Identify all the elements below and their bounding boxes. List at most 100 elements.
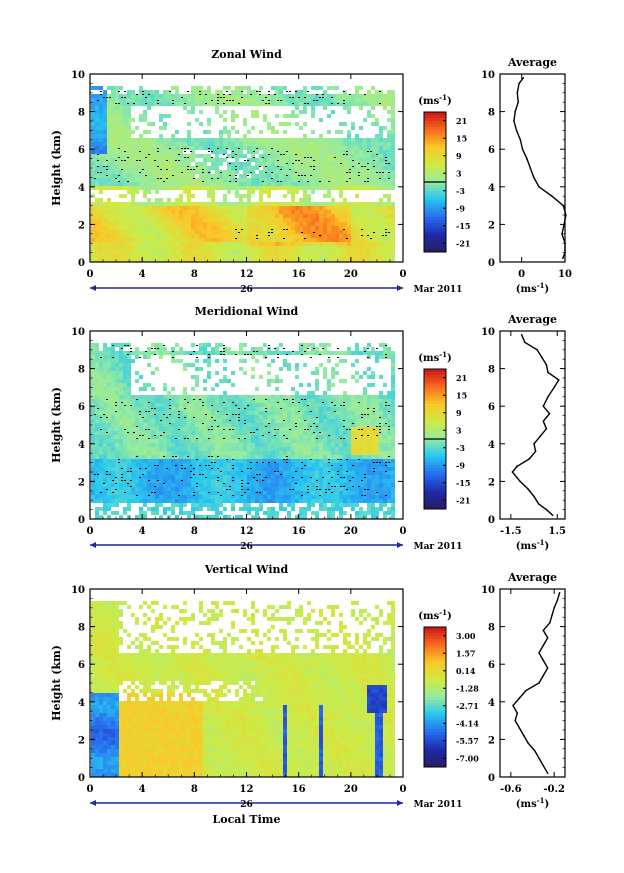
contour-dot — [304, 103, 306, 104]
heatmap-cell — [323, 242, 327, 246]
heatmap-cell — [135, 515, 139, 519]
heatmap-cell — [311, 238, 315, 242]
heatmap-cell — [111, 110, 115, 114]
heatmap-cell — [179, 198, 183, 202]
heatmap-cell — [235, 86, 239, 90]
heatmap-cell — [267, 475, 271, 479]
heatmap-cell — [319, 142, 323, 146]
heatmap-cell — [107, 411, 111, 415]
heatmap-cell — [175, 351, 179, 355]
heatmap-cell — [243, 194, 247, 198]
contour-dot — [157, 100, 159, 101]
heatmap-cell — [335, 166, 339, 170]
heatmap-cell — [327, 130, 331, 134]
heatmap-cell — [175, 206, 179, 210]
heatmap-cell — [283, 86, 287, 90]
heatmap-cell — [183, 138, 187, 142]
heatmap-cell — [343, 206, 347, 210]
profile-point — [517, 101, 519, 103]
heatmap-cell — [167, 102, 171, 106]
contour-dot — [310, 166, 312, 167]
heatmap-cell — [143, 447, 147, 451]
contour-dot — [157, 178, 159, 179]
contour-dot — [358, 163, 360, 164]
heatmap-cell — [239, 150, 243, 154]
heatmap-cell — [307, 198, 311, 202]
heatmap-cell — [107, 387, 111, 391]
heatmap-cell — [163, 154, 167, 158]
heatmap-cell — [295, 186, 299, 190]
heatmap-cell — [143, 250, 147, 254]
heatmap-cell — [263, 511, 267, 515]
heatmap-cell — [159, 451, 163, 455]
heatmap-cell — [275, 154, 279, 158]
heatmap-cell — [123, 507, 127, 511]
heatmap-cell — [267, 383, 271, 387]
heatmap-cell — [115, 359, 119, 363]
heatmap-cell — [119, 142, 123, 146]
heatmap-cell — [119, 443, 123, 447]
heatmap-cell — [119, 483, 123, 487]
heatmap-cell — [279, 403, 283, 407]
contour-dot — [211, 151, 213, 152]
heatmap-cell — [383, 106, 387, 110]
heatmap-cell — [103, 403, 107, 407]
heatmap-cell — [287, 162, 291, 166]
heatmap-cell — [303, 142, 307, 146]
heatmap-cell — [307, 214, 311, 218]
heatmap-cell — [311, 150, 315, 154]
heatmap-cell — [235, 114, 239, 118]
heatmap-cell — [103, 178, 107, 182]
heatmap-cell — [259, 174, 263, 178]
heatmap-cell — [271, 222, 275, 226]
contour-dot — [166, 178, 168, 179]
heatmap-cell — [207, 359, 211, 363]
colorbar-band — [424, 205, 446, 209]
heatmap-cell — [131, 443, 135, 447]
heatmap-cell — [91, 134, 95, 138]
heatmap-cell — [279, 463, 283, 467]
heatmap-cell — [371, 162, 375, 166]
contour-dot — [367, 235, 369, 236]
heatmap-cell — [167, 250, 171, 254]
heatmap-cell — [259, 351, 263, 355]
heatmap-cell — [175, 226, 179, 230]
heatmap-cell — [279, 419, 283, 423]
heatmap-cell — [119, 194, 123, 198]
heatmap-cell — [135, 439, 139, 443]
heatmap-cell — [107, 130, 111, 134]
heatmap-cell — [323, 222, 327, 226]
heatmap-cell — [207, 487, 211, 491]
heatmap-cell — [251, 479, 255, 483]
heatmap-cell — [355, 90, 359, 94]
colorbar-band — [424, 179, 446, 183]
heatmap-cell — [183, 158, 187, 162]
heatmap-cell — [251, 463, 255, 467]
heatmap-cell — [271, 491, 275, 495]
heatmap-cell — [139, 351, 143, 355]
contour-lines — [94, 91, 390, 239]
heatmap-cell — [183, 222, 187, 226]
heatmap-cell — [175, 250, 179, 254]
heatmap-cell — [159, 134, 163, 138]
heatmap-cell — [187, 218, 191, 222]
heatmap-cell — [111, 254, 115, 258]
heatmap-cell — [219, 254, 223, 258]
contour-dot — [181, 97, 183, 98]
heatmap-cell — [311, 210, 315, 214]
heatmap-cell — [99, 94, 103, 98]
heatmap-cell — [259, 423, 263, 427]
heatmap-cell — [131, 423, 135, 427]
heatmap-cell — [107, 379, 111, 383]
heatmap-cell — [287, 459, 291, 463]
heatmap-cell — [139, 102, 143, 106]
heatmap-cell — [163, 238, 167, 242]
heatmap-cell — [275, 202, 279, 206]
heatmap-cell — [207, 142, 211, 146]
heatmap-cell — [259, 98, 263, 102]
heatmap-cell — [255, 443, 259, 447]
heatmap-cell — [199, 178, 203, 182]
heatmap-cell — [99, 126, 103, 130]
heatmap-cell — [187, 439, 191, 443]
heatmap-cell — [207, 186, 211, 190]
